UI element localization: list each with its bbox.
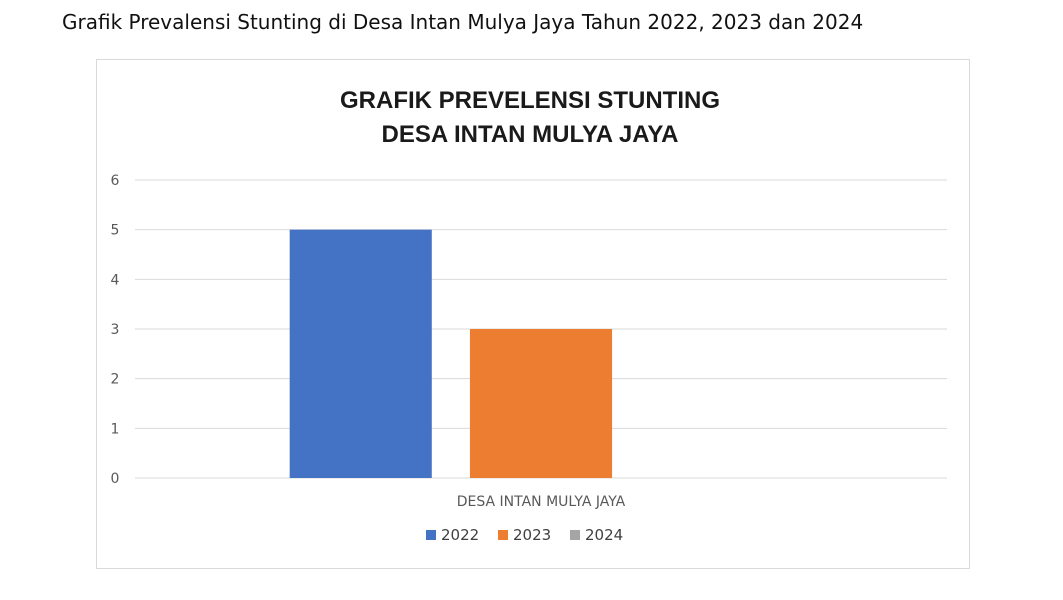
y-tick-label: 5 bbox=[111, 223, 120, 239]
y-tick-label: 6 bbox=[111, 173, 120, 189]
y-tick-label: 4 bbox=[111, 272, 120, 288]
legend-label-2024: 2024 bbox=[585, 526, 623, 544]
legend-label-2023: 2023 bbox=[513, 526, 551, 544]
legend-label-2022: 2022 bbox=[441, 526, 479, 544]
bar-2023 bbox=[469, 329, 613, 478]
x-category-label: DESA INTAN MULYA JAYA bbox=[457, 494, 626, 510]
bar-chart: GRAFIK PREVELENSI STUNTING DESA INTAN MU… bbox=[111, 87, 947, 544]
y-tick-label: 3 bbox=[111, 322, 120, 338]
bars bbox=[289, 229, 613, 478]
chart-container: GRAFIK PREVELENSI STUNTING DESA INTAN MU… bbox=[96, 59, 970, 569]
bar-2022 bbox=[289, 229, 432, 478]
chart-title-line-1: GRAFIK PREVELENSI STUNTING bbox=[340, 87, 720, 114]
x-axis-categories: DESA INTAN MULYA JAYA bbox=[457, 494, 626, 510]
y-tick-label: 0 bbox=[111, 471, 120, 487]
y-tick-label: 1 bbox=[111, 421, 120, 437]
legend: 2022 2023 2024 bbox=[426, 526, 623, 544]
y-axis-ticks: 0 1 2 3 4 5 6 bbox=[111, 173, 120, 487]
figure-caption: Grafik Prevalensi Stunting di Desa Intan… bbox=[62, 10, 864, 34]
legend-swatch-2023 bbox=[498, 530, 508, 540]
chart-title-line-2: DESA INTAN MULYA JAYA bbox=[382, 121, 679, 148]
legend-swatch-2024 bbox=[570, 530, 580, 540]
legend-swatch-2022 bbox=[426, 530, 436, 540]
y-tick-label: 2 bbox=[111, 372, 120, 388]
